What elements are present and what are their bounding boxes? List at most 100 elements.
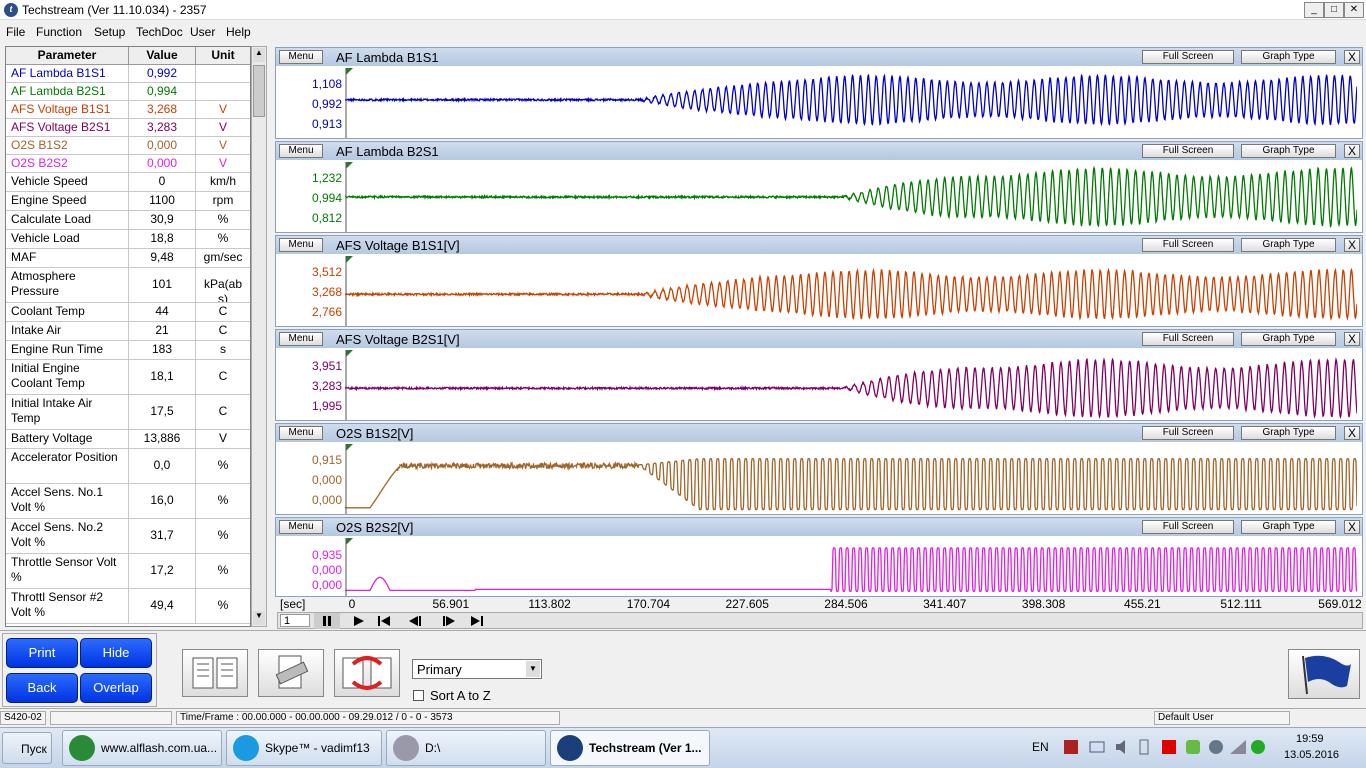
parameter-unit	[196, 65, 251, 83]
action-button[interactable]: Back	[6, 673, 78, 703]
control-area: Primary▼ Sort A to Z PrintHideBackOverla…	[0, 630, 1366, 706]
minimize-button[interactable]: _	[1304, 2, 1324, 18]
graph-header: MenuAF Lambda B1S1Full ScreenGraph TypeX	[276, 48, 1362, 66]
close-button[interactable]: X	[1344, 426, 1360, 440]
graph-type-button[interactable]: Graph Type	[1241, 426, 1336, 440]
app-icon: t	[4, 3, 18, 17]
full-screen-button[interactable]: Full Screen	[1142, 144, 1234, 158]
parameter-name: Initial Intake Air Temp	[6, 395, 129, 430]
parameter-name: AFS Voltage B2S1	[6, 119, 129, 137]
graph-type-button[interactable]: Graph Type	[1241, 50, 1336, 64]
menu-button[interactable]: Menu	[279, 520, 323, 534]
time-tick-label: 170.704	[613, 597, 683, 611]
tool-button-2[interactable]	[258, 649, 324, 697]
waveform-line	[345, 269, 1357, 319]
y-label: 3,268	[276, 286, 342, 298]
y-label: 0,992	[276, 98, 342, 110]
graph-type-button[interactable]: Graph Type	[1241, 332, 1336, 346]
parameter-name: Atmosphere Pressure	[6, 268, 129, 303]
step-start[interactable]	[381, 616, 390, 626]
parameter-unit: C	[196, 395, 251, 430]
waveform-line	[345, 548, 1357, 591]
menu-item[interactable]: Function	[36, 25, 82, 39]
graph-type-button[interactable]: Graph Type	[1241, 520, 1336, 534]
scrollbar[interactable]: ▲ ▼	[251, 46, 267, 627]
taskbar-item[interactable]: www.alflash.com.ua...	[62, 730, 222, 766]
taskbar-item[interactable]: Techstream (Ver 1...	[550, 730, 710, 766]
parameter-name: AF Lambda B1S1	[6, 65, 129, 83]
menu-button[interactable]: Menu	[279, 332, 323, 346]
y-label: 3,512	[276, 266, 342, 278]
start-button[interactable]: Пуск	[2, 732, 52, 764]
full-screen-button[interactable]: Full Screen	[1142, 332, 1234, 346]
menu-item[interactable]: User	[190, 25, 215, 39]
menu-button[interactable]: Menu	[279, 238, 323, 252]
close-button[interactable]: X	[1344, 144, 1360, 158]
close-button[interactable]: X	[1344, 332, 1360, 346]
action-button[interactable]: Overlap	[80, 673, 152, 703]
graph-type-button[interactable]: Graph Type	[1241, 144, 1336, 158]
taskbar-item[interactable]: D:\	[386, 730, 546, 766]
action-button[interactable]: Print	[6, 638, 78, 668]
menu-item[interactable]: File	[6, 25, 25, 39]
action-button[interactable]: Hide	[80, 638, 152, 668]
menu-button[interactable]: Menu	[279, 426, 323, 440]
parameter-unit: V	[196, 430, 251, 449]
parameter-name: Battery Voltage	[6, 430, 129, 449]
step-forward[interactable]	[446, 616, 455, 626]
parameter-name: Engine Run Time	[6, 341, 129, 360]
parameter-value: 183	[129, 341, 196, 360]
parameter-value: 44	[129, 303, 196, 322]
scroll-up[interactable]: ▲	[253, 48, 265, 62]
close-button[interactable]: X	[1344, 238, 1360, 252]
tool-button-3[interactable]	[334, 649, 400, 697]
close-button[interactable]: X	[1344, 50, 1360, 64]
scroll-thumb[interactable]	[253, 65, 265, 117]
status-field	[50, 711, 172, 725]
close-button[interactable]: ✕	[1344, 2, 1364, 18]
y-label: 0,000	[276, 494, 342, 506]
parameter-name: Initial Engine Coolant Temp	[6, 360, 129, 395]
waveform-line	[345, 75, 1357, 125]
step-back[interactable]	[409, 616, 418, 626]
tool-button-1[interactable]	[182, 649, 248, 697]
waveform	[345, 538, 1357, 596]
taskbar: Пуск www.alflash.com.ua...Skype™ - vadim…	[0, 727, 1366, 768]
full-screen-button[interactable]: Full Screen	[1142, 426, 1234, 440]
close-button[interactable]: X	[1344, 520, 1360, 534]
y-label: 2,766	[276, 306, 342, 318]
time-tick-label: 455.21	[1107, 597, 1177, 611]
menu-button[interactable]: Menu	[279, 50, 323, 64]
play-button[interactable]	[354, 616, 364, 626]
graph-type-button[interactable]: Graph Type	[1241, 238, 1336, 252]
pause-button[interactable]	[314, 613, 340, 629]
scroll-down[interactable]: ▼	[253, 611, 265, 625]
clock-date: 13.05.2016	[1284, 749, 1339, 761]
time-tick-label: 284.506	[811, 597, 881, 611]
status-field: S420-02	[0, 711, 46, 725]
full-screen-button[interactable]: Full Screen	[1142, 238, 1234, 252]
time-tick-label: 56.901	[416, 597, 486, 611]
language: EN	[1032, 740, 1049, 754]
menu-button[interactable]: Menu	[279, 144, 323, 158]
frame-spinner[interactable]: 1	[280, 614, 310, 627]
menu-item[interactable]: Setup	[94, 25, 125, 39]
taskbar-item[interactable]: Skype™ - vadimf13	[226, 730, 382, 766]
maximize-button[interactable]: □	[1324, 2, 1344, 18]
sort-checkbox[interactable]	[413, 690, 424, 701]
step-end[interactable]	[471, 616, 480, 626]
select-value: Primary	[417, 662, 462, 677]
parameter-value: 16,0	[129, 484, 196, 519]
flag-button[interactable]	[1288, 649, 1360, 699]
y-label: 0,915	[276, 454, 342, 466]
cursor-marker	[346, 444, 353, 451]
parameter-value: 31,7	[129, 519, 196, 554]
parameter-value: 17,5	[129, 395, 196, 430]
menu-item[interactable]: TechDoc	[136, 25, 183, 39]
graph-select[interactable]: Primary▼	[412, 659, 542, 679]
full-screen-button[interactable]: Full Screen	[1142, 520, 1234, 534]
menu-item[interactable]: Help	[226, 25, 251, 39]
parameter-unit: %	[196, 449, 251, 484]
parameter-value: 101	[129, 268, 196, 303]
full-screen-button[interactable]: Full Screen	[1142, 50, 1234, 64]
